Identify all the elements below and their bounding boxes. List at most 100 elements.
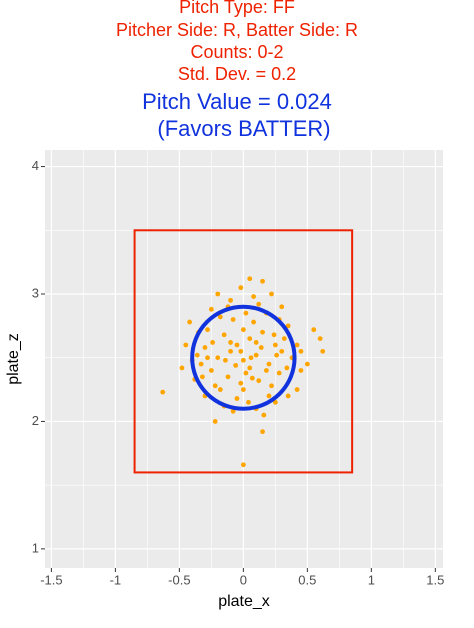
point	[233, 362, 239, 368]
point	[285, 323, 291, 329]
point	[248, 355, 254, 361]
point	[258, 345, 264, 350]
point	[234, 342, 240, 348]
value-circle	[190, 304, 297, 411]
point	[260, 429, 265, 435]
point	[249, 375, 255, 381]
point	[251, 294, 256, 299]
x-tick-label: -1	[110, 572, 122, 587]
point	[261, 412, 267, 418]
x-tick-label: -1.5	[40, 572, 62, 587]
x-tick-label: 0.5	[298, 572, 316, 587]
point	[266, 393, 272, 399]
point	[230, 317, 236, 322]
point	[240, 357, 246, 363]
point	[228, 297, 233, 303]
y-tick-label: 2	[32, 413, 39, 428]
point	[266, 361, 272, 367]
chart-title: Counts: 0-2	[190, 42, 283, 62]
point	[240, 462, 246, 468]
point	[215, 291, 221, 297]
point	[243, 370, 249, 376]
chart-title: Pitcher Side: R, Batter Side: R	[116, 20, 358, 40]
point	[304, 361, 310, 367]
point	[246, 399, 251, 405]
point	[269, 291, 274, 297]
point	[276, 370, 282, 376]
point	[294, 387, 300, 392]
point	[238, 380, 244, 386]
point	[202, 345, 208, 350]
point	[320, 348, 326, 354]
point	[208, 306, 214, 312]
point	[217, 387, 223, 392]
point	[234, 396, 240, 401]
point	[225, 374, 231, 380]
point	[260, 278, 265, 284]
strike-zone	[133, 229, 354, 474]
x-axis-title: plate_x	[218, 593, 270, 610]
point	[238, 285, 244, 291]
point	[253, 352, 259, 358]
point	[194, 352, 200, 358]
point	[212, 419, 218, 424]
point	[260, 329, 265, 335]
chart-title: Pitch Type: FF	[179, 0, 295, 17]
point	[238, 348, 244, 354]
point	[274, 352, 280, 358]
point	[285, 393, 291, 399]
point	[281, 336, 287, 342]
point	[271, 332, 277, 338]
y-tick-label: 3	[32, 285, 39, 300]
chart-subtitle: Pitch Value = 0.024	[142, 89, 332, 114]
point	[256, 378, 262, 384]
point	[247, 365, 253, 371]
point	[269, 383, 274, 389]
point	[243, 310, 249, 316]
point	[317, 336, 323, 342]
chart-title: Std. Dev. = 0.2	[178, 64, 296, 84]
point	[221, 332, 227, 338]
point	[217, 314, 223, 320]
point	[205, 327, 210, 333]
x-tick-label: -0.5	[168, 572, 190, 587]
point	[228, 340, 233, 345]
x-tick-label: 1.5	[426, 572, 444, 587]
point	[187, 319, 193, 325]
point	[251, 319, 256, 325]
point	[228, 348, 233, 354]
point	[160, 389, 166, 395]
point	[311, 327, 317, 333]
point	[208, 368, 214, 373]
point	[215, 355, 221, 361]
point	[284, 365, 290, 371]
point	[223, 357, 228, 363]
point	[298, 348, 304, 354]
point	[210, 340, 216, 345]
point	[240, 387, 246, 392]
point	[205, 355, 210, 361]
point	[298, 368, 304, 373]
point	[279, 348, 285, 354]
point	[294, 342, 300, 348]
point	[272, 399, 278, 405]
chart-subtitle: (Favors BATTER)	[157, 116, 330, 141]
y-tick-label: 4	[32, 158, 39, 173]
point	[179, 365, 185, 371]
point	[272, 342, 278, 348]
point	[183, 342, 189, 348]
y-tick-label: 1	[32, 540, 39, 555]
point	[230, 408, 236, 414]
point	[198, 361, 204, 367]
point	[247, 336, 253, 342]
x-tick-label: 1	[368, 572, 375, 587]
point	[212, 383, 218, 389]
point	[279, 304, 285, 310]
y-axis-title: plate_z	[5, 333, 22, 385]
point	[263, 368, 269, 373]
point	[200, 374, 205, 380]
point	[253, 340, 259, 345]
point	[247, 276, 253, 282]
point	[240, 327, 246, 333]
